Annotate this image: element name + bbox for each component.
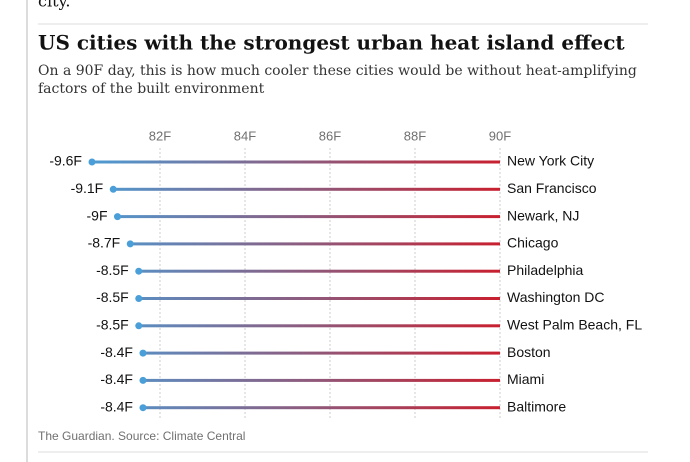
dot [135,322,143,330]
value-label: -8.4F [100,371,133,387]
dot [135,295,143,302]
value-label: -8.4F [100,398,133,414]
x-tick-label: 86F [319,128,341,143]
category-label: Miami [507,371,544,387]
bar-line [130,242,500,246]
value-label: -9.1F [71,180,104,196]
category-label: San Francisco [507,180,597,196]
category-label: Washington DC [507,289,605,305]
category-label: West Palm Beach, FL [507,317,642,333]
x-tick-label: 84F [234,128,256,143]
value-label: -9.6F [49,153,82,169]
x-tick-label: 82F [149,128,171,143]
value-label: -8.5F [96,289,129,305]
bar-line [143,351,500,355]
value-label: -8.5F [96,262,129,278]
bar-line [143,406,500,410]
bar-line [117,215,500,219]
category-label: Philadelphia [507,262,583,278]
category-label: New York City [507,153,594,169]
chart-title: US cities with the strongest urban heat … [38,31,625,55]
dot [139,376,147,384]
chart-subtitle: On a 90F day, this is how much cooler th… [38,63,637,97]
bar-line [138,324,500,328]
source: The Guardian. Source: Climate Central [38,429,245,443]
category-label: Newark, NJ [507,207,579,223]
value-label: -9F [87,207,108,223]
value-label: -8.7F [88,235,121,251]
bar-line [138,269,500,273]
x-tick-label: 88F [404,128,426,143]
category-label: Chicago [507,235,559,251]
value-label: -8.5F [96,317,129,333]
dot [88,158,96,166]
dot [139,349,147,357]
bar-line [92,160,500,164]
category-label: Baltimore [507,398,566,414]
dot [114,213,121,221]
value-label: -8.4F [100,344,133,360]
left-border [26,0,28,462]
bar-line [138,297,500,300]
dot [126,240,134,248]
bar-line [143,378,500,382]
category-label: Boston [507,344,551,360]
dot [109,185,117,193]
dot [135,267,143,275]
dot [139,404,147,412]
x-tick-label: 90F [489,128,511,143]
subtitle-box: On a 90F day, this is how much cooler th… [38,63,637,97]
bar-line [113,187,500,191]
article-text: city." [38,0,78,11]
